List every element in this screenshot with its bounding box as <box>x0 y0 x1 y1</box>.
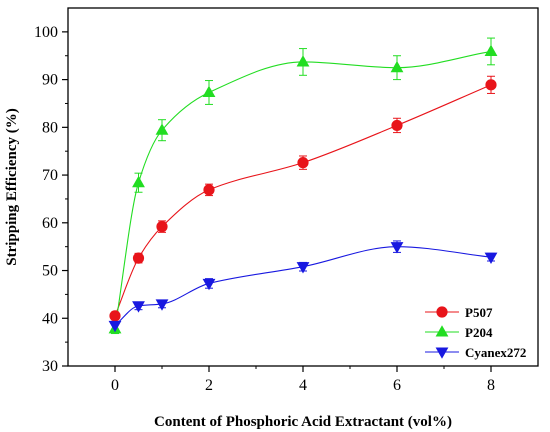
point-p507 <box>203 184 215 196</box>
x-tick-label: 0 <box>111 377 119 394</box>
point-p204 <box>132 175 145 188</box>
x-tick-label: 6 <box>393 377 401 394</box>
y-axis-label: Stripping Efficiency (%) <box>4 108 20 266</box>
legend-marker-p507 <box>436 306 448 318</box>
legend-label-cyanex272: Cyanex272 <box>465 345 526 360</box>
point-p204 <box>296 55 310 67</box>
fit-curves <box>114 50 492 329</box>
point-p507 <box>297 157 309 169</box>
point-p507 <box>485 79 497 91</box>
point-cyanex272 <box>484 252 498 264</box>
y-tick-label: 50 <box>42 263 58 280</box>
point-cyanex272 <box>202 278 216 291</box>
y-tick-label: 60 <box>42 215 58 232</box>
point-p204 <box>390 60 404 73</box>
x-tick-label: 4 <box>299 377 307 394</box>
point-cyanex272 <box>132 301 145 313</box>
point-p507 <box>109 310 121 322</box>
legend-label-p507: P507 <box>465 305 493 320</box>
error-bars <box>111 37 495 335</box>
y-tick-label: 80 <box>42 119 58 136</box>
x-tick-label: 8 <box>487 377 495 394</box>
x-axis-label: Content of Phosphoric Acid Extractant (v… <box>154 414 452 430</box>
point-p204 <box>202 85 216 98</box>
point-p204 <box>155 123 169 135</box>
tick-labels: 30 40 50 60 70 80 90 100 0 2 4 6 8 <box>34 24 495 394</box>
point-cyanex272 <box>296 262 310 274</box>
y-tick-label: 70 <box>42 167 58 184</box>
point-cyanex272 <box>108 320 122 333</box>
curve-cyanex272 <box>114 246 492 326</box>
legend: P507 P204 Cyanex272 <box>425 305 526 360</box>
curve-p204 <box>114 50 492 329</box>
legend-marker-p204 <box>435 325 449 337</box>
y-tick-label: 40 <box>42 310 58 327</box>
y-tick-label: 100 <box>34 24 58 41</box>
point-p507 <box>391 119 403 132</box>
legend-label-p204: P204 <box>465 325 493 340</box>
point-cyanex272 <box>155 299 169 311</box>
data-markers <box>108 44 498 334</box>
point-p507 <box>156 221 168 233</box>
axes <box>62 7 539 372</box>
x-tick-label: 2 <box>205 377 213 394</box>
legend-marker-cyanex272 <box>435 347 449 359</box>
y-tick-label: 90 <box>42 72 58 89</box>
point-p204 <box>484 44 498 56</box>
point-cyanex272 <box>390 242 404 254</box>
y-tick-label: 30 <box>42 358 58 375</box>
point-p507 <box>132 252 145 264</box>
